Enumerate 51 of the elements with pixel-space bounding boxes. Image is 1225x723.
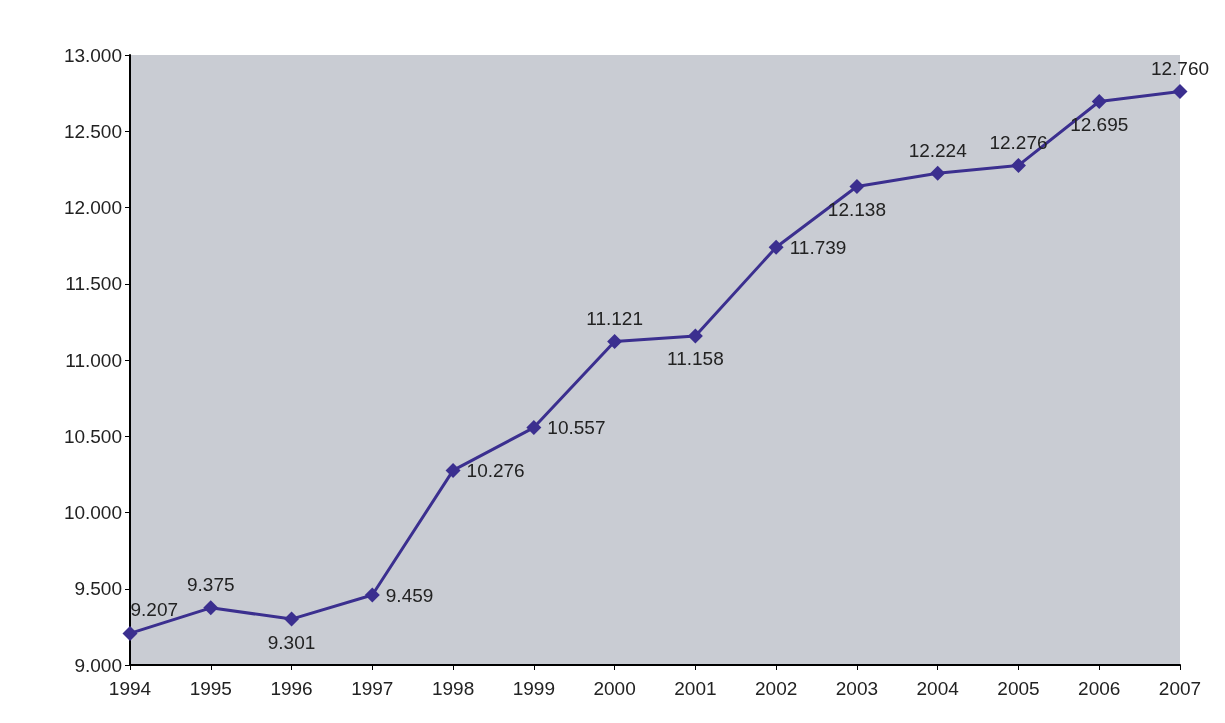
- point: [607, 334, 623, 350]
- y-tick-label: 10.000: [63, 502, 122, 523]
- point: [364, 587, 380, 603]
- data-label: 9.459: [385, 584, 434, 606]
- data-label: 9.301: [267, 631, 316, 653]
- data-label: 12.276: [989, 131, 1048, 153]
- data-label: 11.121: [586, 308, 643, 330]
- x-tick-label: 2001: [674, 678, 717, 699]
- point: [1010, 157, 1026, 173]
- point: [849, 178, 865, 194]
- data-label: 12.695: [1070, 114, 1129, 136]
- y-tick-label: 9.000: [74, 654, 122, 676]
- point: [445, 462, 461, 478]
- x-tick-label: 1998: [431, 678, 475, 699]
- x-tick-label: 2006: [1078, 678, 1121, 699]
- x-tick-label: 1995: [189, 678, 232, 699]
- x-tick-label: 1997: [351, 678, 394, 699]
- point: [284, 611, 300, 627]
- y-tick-label: 12.500: [63, 120, 122, 142]
- data-label: 10.276: [466, 459, 525, 481]
- point: [930, 165, 946, 181]
- point: [1091, 94, 1107, 110]
- data-label: 9.207: [130, 598, 179, 620]
- x-tick-label: 2005: [997, 678, 1040, 699]
- data-label: 12.760: [1150, 58, 1210, 80]
- data-label: 12.138: [827, 198, 886, 220]
- x-tick-label: 1996: [270, 678, 313, 699]
- x-tick-label: 2007: [1158, 678, 1202, 699]
- data-label: 11.739: [789, 236, 847, 258]
- x-tick-label: 1999: [512, 678, 555, 699]
- point: [526, 420, 542, 436]
- data-label: 9.375: [187, 574, 235, 596]
- point: [768, 239, 784, 255]
- y-tick-label: 11.500: [65, 273, 122, 295]
- y-tick-label: 10.500: [63, 425, 122, 447]
- data-label: 11.158: [667, 348, 724, 370]
- x-tick-label: 2002: [755, 678, 798, 699]
- data-label: 12.224: [908, 139, 968, 161]
- x-tick-label: 2000: [593, 678, 636, 699]
- y-tick-label: 13.000: [63, 44, 122, 66]
- x-tick-label: 2003: [835, 678, 879, 699]
- point: [203, 600, 219, 616]
- x-tick-label: 1994: [108, 678, 152, 699]
- y-tick-label: 11.000: [65, 349, 122, 371]
- data-label: 10.557: [547, 417, 606, 439]
- point: [1172, 84, 1188, 100]
- point: [122, 625, 138, 641]
- point: [687, 328, 703, 344]
- y-tick-label: 9.500: [74, 578, 122, 600]
- y-tick-label: 12.000: [63, 197, 122, 218]
- x-tick-label: 2004: [916, 678, 960, 699]
